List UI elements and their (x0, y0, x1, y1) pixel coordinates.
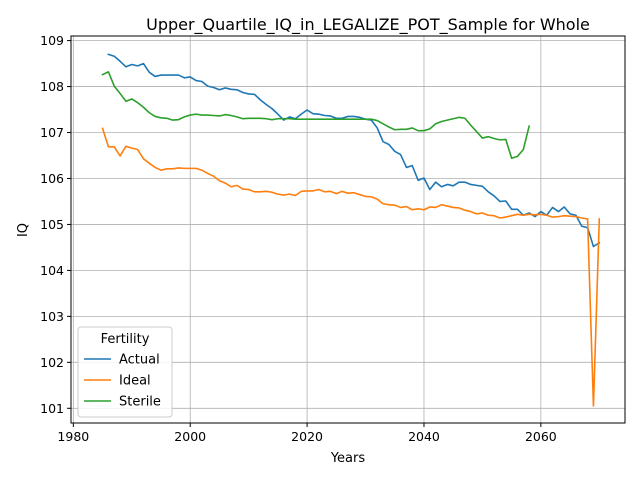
y-tick-label: 107 (40, 125, 64, 140)
y-tick-label: 103 (40, 309, 64, 324)
y-axis-label: IQ (16, 223, 31, 237)
series-line-sterile (101, 71, 531, 160)
y-tick-label: 108 (40, 79, 64, 94)
y-tick-label: 104 (40, 263, 64, 278)
y-tick-label: 109 (40, 33, 64, 48)
series-line-ideal (101, 127, 601, 407)
y-tick-label: 101 (40, 401, 64, 416)
x-tick-label: 2060 (525, 429, 557, 444)
y-tick-label: 106 (40, 171, 64, 186)
x-tick-label: 2040 (408, 429, 440, 444)
legend-label-ideal: Ideal (119, 374, 151, 389)
x-axis-label: Years (330, 451, 366, 466)
series-line-actual (107, 53, 601, 248)
x-tick-label: 1980 (57, 429, 89, 444)
legend-title: Fertility (101, 332, 150, 347)
legend: Fertility Actual Ideal Sterile (77, 326, 173, 418)
plot-frame (70, 35, 626, 424)
x-tick-label: 2020 (291, 429, 323, 444)
legend-items: Actual Ideal Sterile (84, 353, 161, 410)
legend-box (77, 326, 173, 418)
x-tick-label: 2000 (174, 429, 206, 444)
series-layer (101, 53, 601, 407)
x-grid (72, 36, 542, 423)
x-axis: 1980 2000 2020 2040 2060 (57, 423, 557, 444)
y-tick-label: 105 (40, 217, 64, 232)
legend-label-sterile: Sterile (119, 395, 161, 410)
chart-title: Upper_Quartile_IQ_in_LEGALIZE_POT_Sample… (146, 15, 590, 35)
legend-label-actual: Actual (119, 353, 160, 368)
y-axis: 101 102 103 104 105 106 107 108 109 (40, 33, 71, 416)
y-tick-label: 102 (40, 355, 64, 370)
